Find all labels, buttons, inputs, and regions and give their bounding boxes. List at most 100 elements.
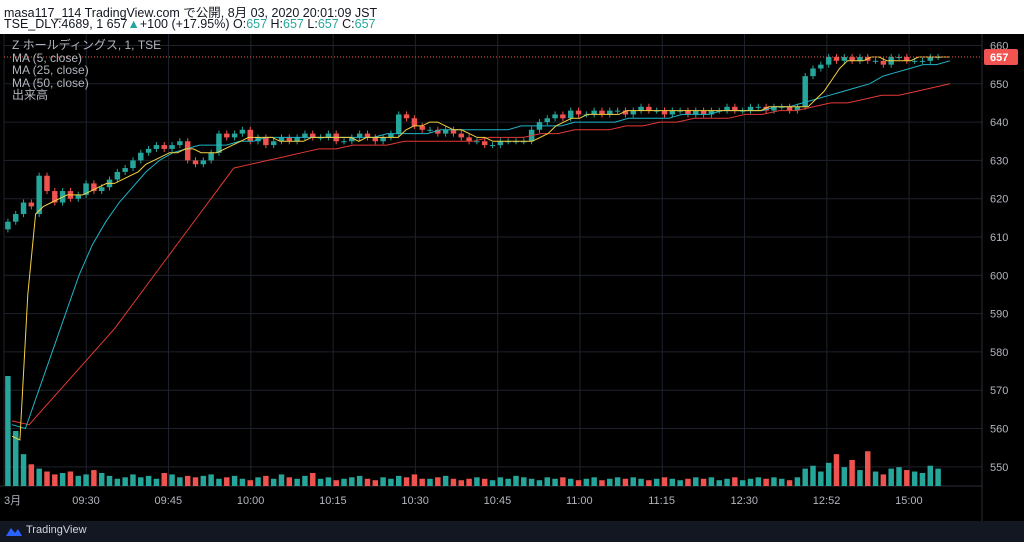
volume-bar — [755, 477, 762, 486]
chart-header: masa117_114 TradingView.com で公開, 8月 03, … — [0, 0, 1024, 34]
x-tick-label: 11:15 — [648, 495, 675, 507]
volume-bar — [5, 376, 11, 486]
candle-body — [145, 148, 152, 153]
volume-bar — [825, 462, 832, 486]
candle-body — [153, 145, 160, 149]
volume-bar — [771, 477, 777, 486]
ma25-line — [11, 60, 951, 430]
candle-body — [786, 106, 793, 111]
volume-bar — [333, 480, 339, 486]
brand-name[interactable]: TradingView — [26, 524, 87, 536]
candle-body — [849, 56, 855, 61]
candle-body — [75, 194, 81, 199]
close-label: C: — [342, 17, 355, 31]
candle-body — [114, 171, 121, 180]
candle-body — [294, 137, 300, 142]
volume-bar — [708, 477, 715, 486]
candle-body — [567, 110, 574, 119]
volume-bar — [661, 477, 668, 486]
volume-bar — [372, 480, 379, 486]
volume-bar — [208, 474, 214, 486]
candle-body — [919, 60, 926, 62]
candle-body — [36, 175, 42, 215]
x-tick-label: 12:52 — [813, 495, 841, 507]
volume-bar — [161, 472, 167, 486]
y-tick-label: 550 — [990, 462, 1008, 474]
candle-body — [458, 133, 465, 138]
volume-bar — [911, 471, 918, 486]
candle-body — [724, 106, 730, 111]
x-tick-label: 09:45 — [155, 495, 183, 507]
candle-body — [263, 137, 269, 146]
candle-body — [98, 187, 105, 192]
volume-bar — [786, 480, 793, 486]
volume-bar — [317, 478, 324, 486]
volume-bar — [489, 480, 496, 486]
volume-bar — [145, 475, 152, 486]
candle-body — [12, 214, 19, 222]
candle-body — [372, 137, 379, 142]
candle-body — [427, 129, 433, 131]
candle-body — [442, 129, 449, 134]
volume-bar — [904, 470, 910, 486]
volume-bar — [263, 475, 269, 486]
volume-bar — [497, 477, 504, 486]
y-tick-label: 570 — [990, 385, 1008, 397]
candle-body — [591, 110, 597, 115]
volume-bar — [599, 480, 605, 486]
candle-body — [904, 56, 910, 61]
volume-bar — [622, 478, 629, 486]
x-tick-label: 10:30 — [401, 495, 429, 507]
candle-body — [544, 118, 550, 123]
candle-body — [435, 129, 441, 134]
candle-body — [5, 221, 11, 230]
volume-bar — [153, 478, 160, 486]
volume-bar — [575, 480, 582, 486]
candle-body — [763, 106, 769, 111]
candle-body — [653, 110, 660, 112]
candle-body — [599, 110, 605, 115]
chart-area[interactable]: 660 650 640 630 620 610 600 590 580 570 560 550 3月 09… — [0, 34, 1024, 521]
legend-volume[interactable]: 出来高 — [12, 88, 49, 102]
legend-ma25[interactable]: MA (25, close) — [12, 63, 89, 77]
volume-bar — [130, 474, 136, 486]
candle-body — [364, 133, 371, 138]
open-value: 657 — [246, 17, 268, 31]
candle-body — [380, 137, 386, 142]
candle-body — [755, 106, 762, 108]
candle-body — [286, 137, 293, 142]
candle-body — [177, 141, 183, 146]
legend-ma5[interactable]: MA (5, close) — [12, 50, 83, 65]
volume-bar — [638, 478, 644, 486]
open-label: O: — [232, 17, 247, 31]
volume-bar — [52, 474, 58, 486]
volume-bar — [739, 480, 746, 486]
candle-body — [669, 110, 676, 115]
ma5-line — [11, 56, 950, 441]
volume-bar — [865, 451, 871, 486]
volume-bar — [552, 478, 558, 486]
volume-bar — [388, 478, 394, 486]
volume-bar — [646, 480, 652, 486]
candle-body — [497, 141, 504, 146]
tradingview-logo-icon[interactable] — [5, 524, 23, 538]
candle-body — [607, 110, 613, 115]
candle-body — [231, 133, 238, 138]
x-tick-label: 15:00 — [895, 495, 923, 507]
volume-bar — [403, 477, 410, 486]
candle-body — [810, 68, 816, 77]
volume-bar — [716, 480, 722, 486]
ma50-line — [11, 83, 951, 426]
candle-body — [614, 110, 621, 112]
candle-body — [130, 160, 136, 169]
legend-ma50[interactable]: MA (50, close) — [12, 75, 89, 90]
volume-bar — [83, 474, 89, 486]
volume-bar — [106, 475, 113, 486]
volume-bar — [810, 465, 816, 486]
candle-body — [192, 160, 199, 165]
candle-body — [184, 141, 191, 161]
volume-bar — [184, 475, 191, 486]
volume-bar — [919, 472, 926, 486]
volume-bar — [239, 478, 246, 486]
